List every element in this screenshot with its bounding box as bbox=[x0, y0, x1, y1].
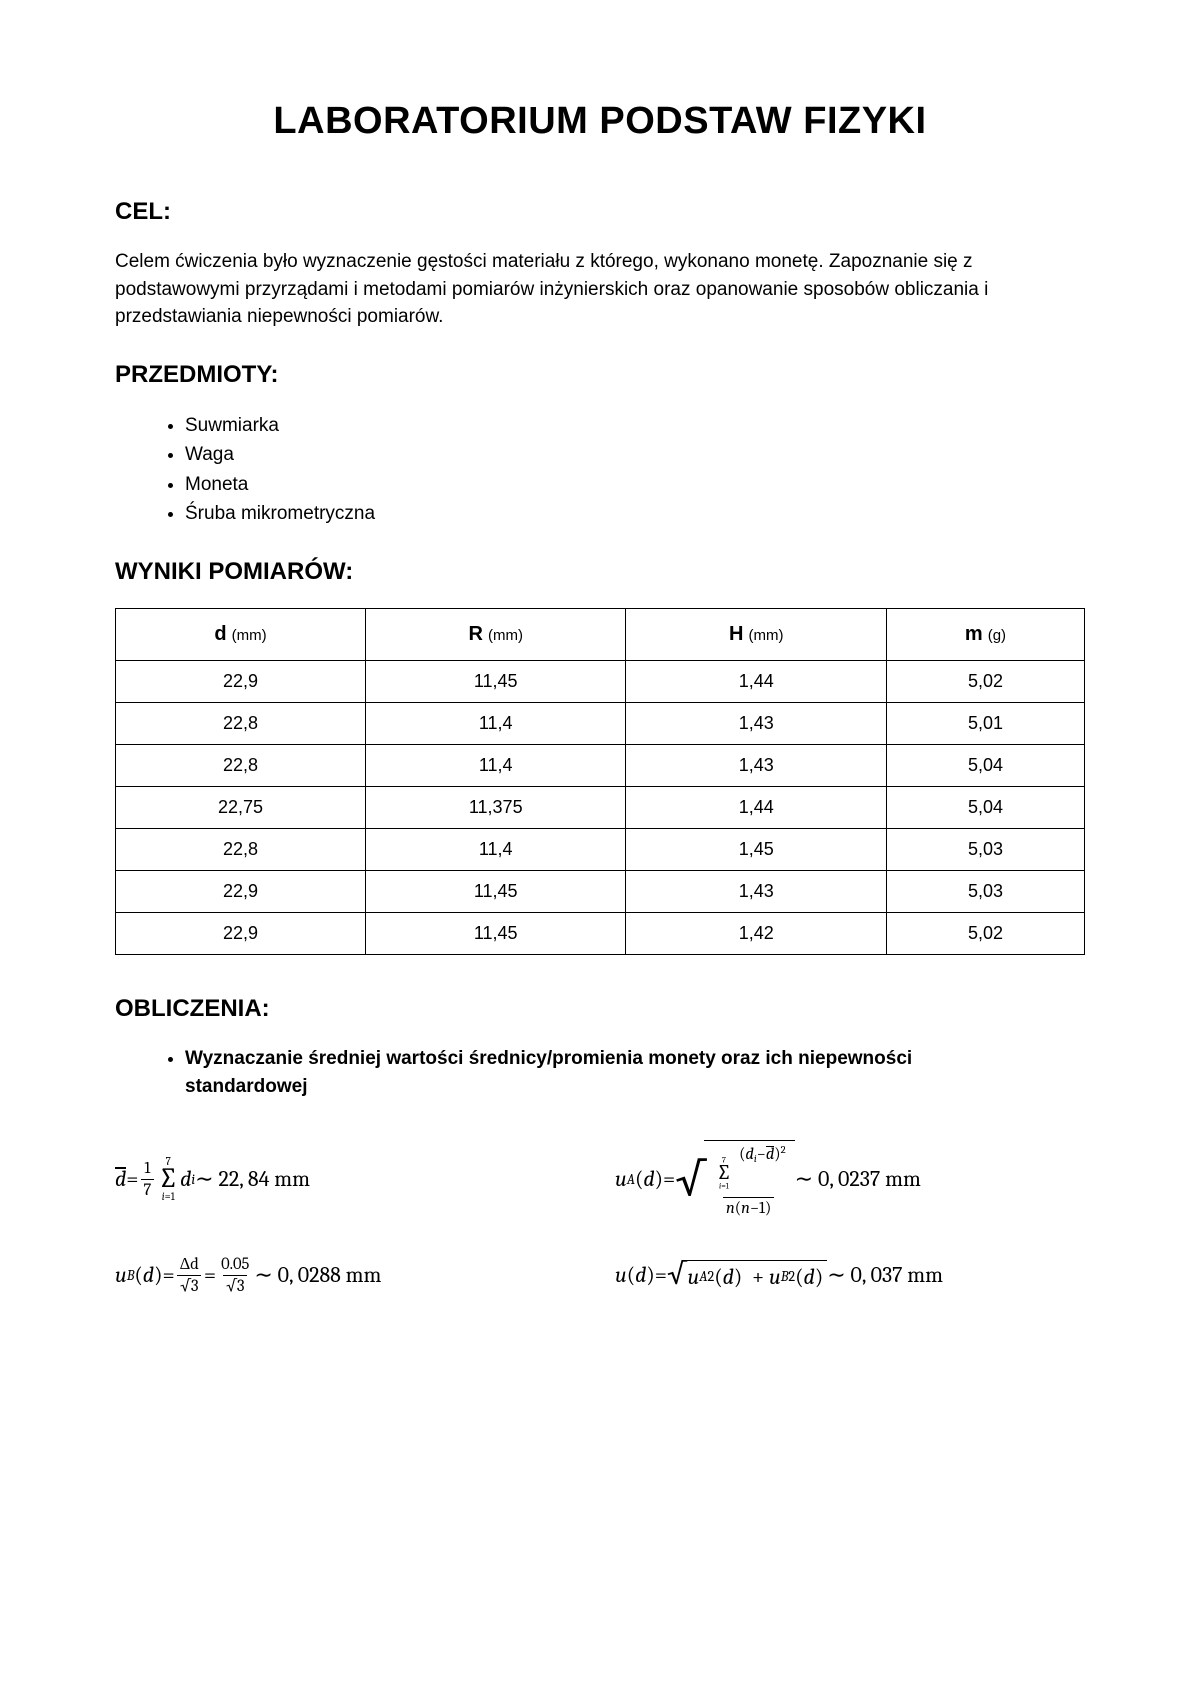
heading-cel: CEL: bbox=[115, 198, 1085, 226]
table-cell: 22,9 bbox=[116, 913, 366, 955]
table-cell: 5,04 bbox=[886, 745, 1084, 787]
list-item: Moneta bbox=[185, 470, 1085, 499]
table-cell: 1,42 bbox=[626, 913, 886, 955]
table-row: 22,911,451,445,02 bbox=[116, 661, 1085, 703]
table-cell: 5,03 bbox=[886, 871, 1084, 913]
table-row: 22,7511,3751,445,04 bbox=[116, 787, 1085, 829]
col-d: d (mm) bbox=[116, 609, 366, 661]
table-cell: 11,4 bbox=[365, 829, 625, 871]
col-r: R (mm) bbox=[365, 609, 625, 661]
table-cell: 1,44 bbox=[626, 787, 886, 829]
formulas-block: d=17 7∑i=1 di∼ 22, 84 mm uA(d)=√ 7∑i=1 (… bbox=[115, 1140, 1085, 1296]
col-h: H (mm) bbox=[626, 609, 886, 661]
table-row: 22,811,41,435,01 bbox=[116, 703, 1085, 745]
table-row: 22,811,41,435,04 bbox=[116, 745, 1085, 787]
formula-mean-d: d=17 7∑i=1 di∼ 22, 84 mm bbox=[115, 1140, 585, 1218]
table-cell: 1,43 bbox=[626, 745, 886, 787]
table-cell: 11,45 bbox=[365, 871, 625, 913]
table-cell: 5,02 bbox=[886, 661, 1084, 703]
table-cell: 5,01 bbox=[886, 703, 1084, 745]
table-cell: 5,02 bbox=[886, 913, 1084, 955]
table-cell: 5,03 bbox=[886, 829, 1084, 871]
table-cell: 1,43 bbox=[626, 703, 886, 745]
table-cell: 22,75 bbox=[116, 787, 366, 829]
list-item: Śruba mikrometryczna bbox=[185, 499, 1085, 528]
table-row: 22,911,451,425,02 bbox=[116, 913, 1085, 955]
formula-ua: uA(d)=√ 7∑i=1 (di−d)2 n(n−1) ∼ 0, 0237 m… bbox=[615, 1140, 1085, 1218]
table-cell: 11,45 bbox=[365, 913, 625, 955]
przedmioty-list: Suwmiarka Waga Moneta Śruba mikrometrycz… bbox=[115, 411, 1085, 529]
obliczenia-list: Wyznaczanie średniej wartości średnicy/p… bbox=[115, 1045, 1085, 1100]
table-row: 22,811,41,455,03 bbox=[116, 829, 1085, 871]
obliczenia-bullet: Wyznaczanie średniej wartości średnicy/p… bbox=[185, 1045, 1085, 1100]
formula-ub: uB(d)=Δd√3=0.05√3∼ 0, 0288 mm bbox=[115, 1254, 585, 1296]
table-cell: 22,8 bbox=[116, 703, 366, 745]
table-cell: 1,45 bbox=[626, 829, 886, 871]
table-cell: 1,43 bbox=[626, 871, 886, 913]
cel-text: Celem ćwiczenia było wyznaczenie gęstośc… bbox=[115, 248, 1085, 331]
heading-wyniki: WYNIKI POMIARÓW: bbox=[115, 558, 1085, 586]
heading-przedmioty: PRZEDMIOTY: bbox=[115, 361, 1085, 389]
list-item: Waga bbox=[185, 440, 1085, 469]
table-cell: 11,4 bbox=[365, 703, 625, 745]
table-cell: 5,04 bbox=[886, 787, 1084, 829]
table-header-row: d (mm) R (mm) H (mm) m (g) bbox=[116, 609, 1085, 661]
table-cell: 22,9 bbox=[116, 661, 366, 703]
table-cell: 11,4 bbox=[365, 745, 625, 787]
table-cell: 11,375 bbox=[365, 787, 625, 829]
table-cell: 22,8 bbox=[116, 829, 366, 871]
table-cell: 11,45 bbox=[365, 661, 625, 703]
col-m: m (g) bbox=[886, 609, 1084, 661]
page-title: LABORATORIUM PODSTAW FIZYKI bbox=[115, 100, 1085, 143]
table-cell: 1,44 bbox=[626, 661, 886, 703]
list-item: Suwmiarka bbox=[185, 411, 1085, 440]
measurements-table: d (mm) R (mm) H (mm) m (g) 22,911,451,44… bbox=[115, 608, 1085, 955]
formula-u: u(d)=√ uA2(d) + uB2(d) ∼ 0, 037 mm bbox=[615, 1254, 1085, 1296]
table-row: 22,911,451,435,03 bbox=[116, 871, 1085, 913]
table-cell: 22,9 bbox=[116, 871, 366, 913]
table-cell: 22,8 bbox=[116, 745, 366, 787]
heading-obliczenia: OBLICZENIA: bbox=[115, 995, 1085, 1023]
